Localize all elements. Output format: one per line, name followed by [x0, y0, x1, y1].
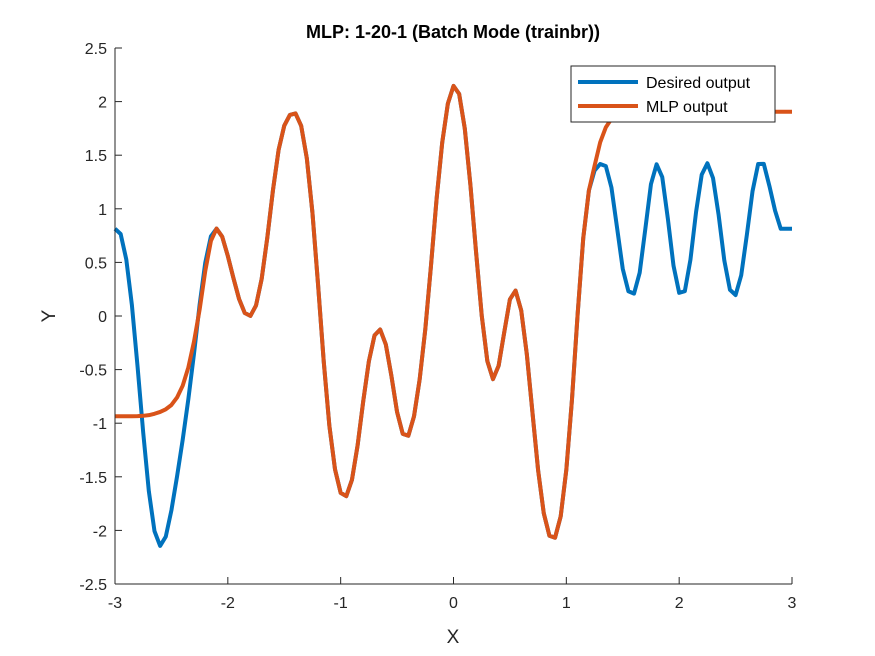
- y-tick-label: -2.5: [79, 577, 107, 594]
- series-line-desired-output: [113, 83, 792, 548]
- x-tick-label: 3: [788, 595, 797, 612]
- legend-box: [570, 65, 776, 123]
- legend-label-mlp: MLP output: [646, 99, 728, 116]
- x-tick-label: 0: [449, 595, 458, 612]
- axes: [114, 47, 793, 585]
- y-tick-label: -2: [93, 523, 107, 540]
- y-tick-label: 2.5: [85, 41, 107, 58]
- y-tick-label: 2: [98, 95, 107, 112]
- series-layer: [113, 83, 792, 548]
- series-line-mlp-output: [115, 83, 792, 540]
- x-tick-label: 2: [675, 595, 684, 612]
- y-tick-label: -1: [93, 416, 107, 433]
- y-tick-label: 1: [98, 202, 107, 219]
- x-tick-label: -3: [108, 595, 122, 612]
- y-tick-label: -0.5: [79, 363, 107, 380]
- x-tick-label: -2: [221, 595, 235, 612]
- x-tick-label: 1: [562, 595, 571, 612]
- y-tick-label: 0: [98, 309, 107, 326]
- y-tick-label: -1.5: [79, 470, 107, 487]
- legend: Desired output MLP output: [570, 65, 776, 123]
- chart-title: MLP: 1-20-1 (Batch Mode (trainbr)): [306, 22, 600, 42]
- tick-labels: -3 -2 -1 0 1 2 3 -2.5 -2 -1.5 -1 -0.5 0 0.5 1 1.5 2 2.5: [79, 41, 796, 612]
- y-tick-label: 1.5: [85, 148, 107, 165]
- y-axis-label: Y: [39, 309, 60, 322]
- x-axis-label: X: [447, 627, 460, 648]
- y-tick-label: 0.5: [85, 255, 107, 272]
- legend-label-desired: Desired output: [646, 75, 751, 92]
- x-tick-label: -1: [334, 595, 348, 612]
